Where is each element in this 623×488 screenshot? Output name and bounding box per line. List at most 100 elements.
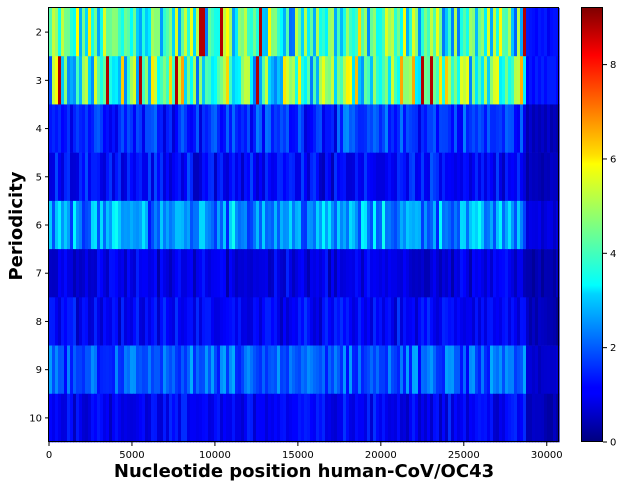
heatmap-cell bbox=[154, 345, 158, 395]
heatmap-cell bbox=[388, 56, 392, 105]
heatmap-cell bbox=[508, 200, 512, 250]
heatmap-cell bbox=[295, 152, 299, 202]
heatmap-cell bbox=[277, 345, 281, 395]
heatmap-cell bbox=[76, 297, 80, 346]
heatmap-cell bbox=[238, 345, 242, 395]
heatmap-cell bbox=[403, 297, 407, 346]
heatmap-cell bbox=[295, 104, 299, 153]
heatmap-cell bbox=[328, 249, 332, 298]
heatmap-cell bbox=[82, 200, 86, 250]
heatmap-cell bbox=[310, 56, 314, 105]
heatmap-cell bbox=[298, 345, 302, 395]
heatmap-cell bbox=[115, 8, 119, 57]
heatmap-cell bbox=[298, 200, 302, 250]
heatmap-cell bbox=[424, 297, 428, 346]
heatmap-cell bbox=[415, 104, 419, 153]
heatmap-cell bbox=[547, 297, 551, 346]
heatmap-cell bbox=[106, 8, 110, 57]
heatmap-cell bbox=[223, 249, 227, 298]
heatmap-cell bbox=[316, 393, 320, 443]
heatmap-cell bbox=[244, 8, 248, 57]
heatmap-cell bbox=[268, 297, 272, 346]
heatmap-cell bbox=[493, 8, 497, 57]
heatmap-cell bbox=[112, 152, 116, 202]
heatmap-cell bbox=[463, 345, 467, 395]
heatmap-cell bbox=[280, 345, 284, 395]
heatmap-cell bbox=[304, 152, 308, 202]
heatmap-cell bbox=[382, 393, 386, 443]
heatmap-cell bbox=[403, 56, 407, 105]
heatmap-cell bbox=[103, 393, 107, 443]
heatmap-cell bbox=[349, 200, 353, 250]
heatmap-cell bbox=[403, 152, 407, 202]
heatmap-cell bbox=[148, 56, 152, 105]
heatmap-cell bbox=[208, 393, 212, 443]
heatmap-cell bbox=[160, 200, 164, 250]
heatmap-cell bbox=[355, 104, 359, 153]
heatmap-cell bbox=[511, 152, 515, 202]
heatmap-cell bbox=[502, 200, 506, 250]
heatmap-cell bbox=[421, 297, 425, 346]
heatmap-cell bbox=[151, 104, 155, 153]
heatmap-cell bbox=[337, 200, 341, 250]
heatmap-cell bbox=[457, 152, 461, 202]
heatmap-cell bbox=[460, 249, 464, 298]
heatmap-cell bbox=[265, 152, 269, 202]
heatmap-cell bbox=[85, 152, 89, 202]
heatmap-cell bbox=[424, 249, 428, 298]
y-tick-label: 4 bbox=[36, 124, 42, 135]
heatmap-cell bbox=[166, 104, 170, 153]
heatmap-cell bbox=[52, 345, 56, 395]
heatmap-cell bbox=[58, 56, 62, 105]
heatmap-cell bbox=[208, 56, 212, 105]
heatmap-cell bbox=[517, 8, 521, 57]
heatmap-cell bbox=[532, 393, 536, 443]
heatmap-cell bbox=[226, 393, 230, 443]
heatmap-cell bbox=[517, 393, 521, 443]
heatmap-cell bbox=[529, 200, 533, 250]
heatmap-cell bbox=[331, 249, 335, 298]
heatmap-cell bbox=[388, 345, 392, 395]
heatmap-cell bbox=[409, 200, 413, 250]
heatmap-cell bbox=[178, 104, 182, 153]
heatmap-cell bbox=[235, 56, 239, 105]
heatmap-cell bbox=[163, 152, 167, 202]
heatmap-cell bbox=[289, 297, 293, 346]
heatmap-cell bbox=[304, 104, 308, 153]
heatmap-cell bbox=[535, 152, 539, 202]
heatmap-cell bbox=[91, 104, 95, 153]
heatmap-cell bbox=[133, 104, 137, 153]
heatmap-cell bbox=[79, 104, 83, 153]
heatmap-cell bbox=[88, 8, 92, 57]
heatmap-cell bbox=[64, 104, 68, 153]
heatmap-cell bbox=[469, 104, 473, 153]
heatmap-cell bbox=[409, 393, 413, 443]
heatmap-cell bbox=[199, 249, 203, 298]
heatmap-cell bbox=[388, 393, 392, 443]
heatmap-cell bbox=[301, 345, 305, 395]
heatmap-cell bbox=[436, 104, 440, 153]
heatmap-cell bbox=[499, 56, 503, 105]
heatmap-cell bbox=[421, 8, 425, 57]
heatmap-cell bbox=[181, 104, 185, 153]
heatmap-cell bbox=[241, 393, 245, 443]
heatmap-cell bbox=[355, 345, 359, 395]
heatmap-cell bbox=[463, 152, 467, 202]
heatmap-cell bbox=[400, 104, 404, 153]
heatmap-cell bbox=[364, 393, 368, 443]
heatmap-cell bbox=[82, 152, 86, 202]
heatmap-cell bbox=[553, 249, 557, 298]
heatmap-cell bbox=[343, 345, 347, 395]
heatmap-cell bbox=[313, 345, 317, 395]
heatmap-cell bbox=[460, 297, 464, 346]
heatmap-cell bbox=[553, 297, 557, 346]
heatmap-cell bbox=[181, 8, 185, 57]
heatmap-cell bbox=[472, 249, 476, 298]
heatmap-cell bbox=[235, 8, 239, 57]
heatmap-cell bbox=[505, 200, 509, 250]
heatmap-cell bbox=[202, 152, 206, 202]
heatmap-cell bbox=[352, 56, 356, 105]
y-tick-label: 6 bbox=[36, 221, 42, 232]
heatmap-cell bbox=[457, 345, 461, 395]
heatmap-cell bbox=[439, 152, 443, 202]
